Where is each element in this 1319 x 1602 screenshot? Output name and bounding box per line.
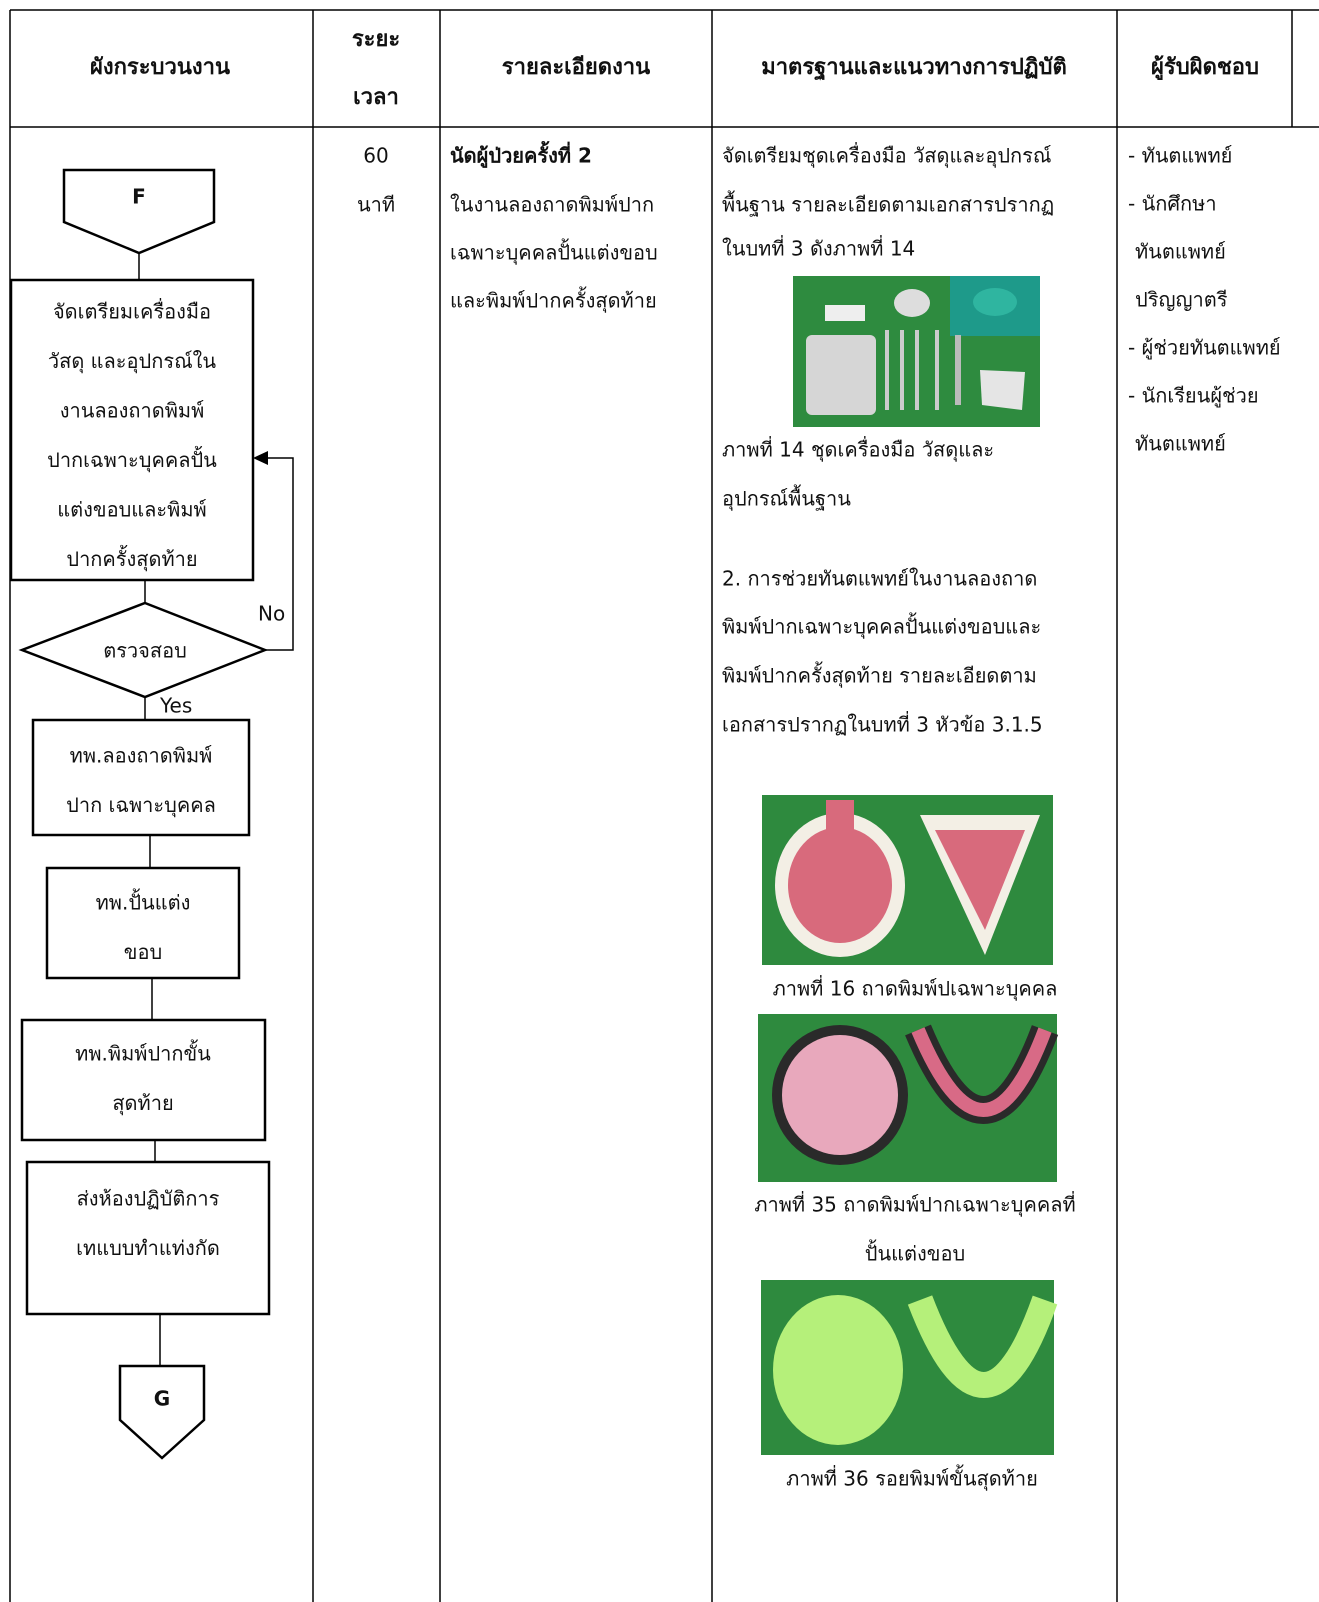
flow-step-text: งานลองถาดพิมพ์	[60, 399, 205, 423]
caption: อุปกรณ์พื้นฐาน	[722, 485, 851, 512]
details-line: และพิมพ์ปากครั้งสุดท้าย	[450, 287, 657, 314]
standards-line: จัดเตรียมชุดเครื่องมือ วัสดุและอุปกรณ์	[722, 142, 1051, 169]
standards-line: พื้นฐาน รายละเอียดตามเอกสารปรากฏ	[722, 191, 1054, 217]
flowchart	[9, 168, 294, 1460]
figure-trays	[762, 795, 1053, 965]
flow-end: G	[154, 1387, 170, 1411]
standards-line: ในบทที่ 3 ดังภาพที่ 14	[722, 235, 915, 261]
header: ผังกระบวนงาน	[90, 55, 230, 80]
flow-step-text: สุดท้าย	[112, 1091, 173, 1116]
responsible-list: - ทันตแพทย์- นักศึกษาทันตแพทย์ปริญญาตรี-…	[1128, 144, 1281, 456]
flow-step-text: ขอบ	[124, 940, 162, 964]
figure-border-molded	[758, 1014, 1059, 1182]
flow-start: F	[132, 185, 146, 209]
header: มาตรฐานและแนวทางการปฏิบัติ	[761, 55, 1067, 81]
flow-step-text: ปากเฉพาะบุคคลปั้น	[47, 446, 217, 473]
responsible-item: - ทันตแพทย์	[1128, 144, 1232, 168]
responsible-item: ปริญญาตรี	[1135, 288, 1228, 312]
table-grid	[9, 9, 1319, 1602]
caption: ภาพที่ 36 รอยพิมพ์ขั้นสุดท้าย	[786, 1465, 1038, 1492]
flow-steps: จัดเตรียมเครื่องมือวัสดุ และอุปกรณ์ในงาน…	[47, 298, 220, 1261]
caption: ภาพที่ 16 ถาดพิมพ์ปเฉพาะบุคคล	[773, 975, 1058, 1002]
header: ระยะ	[352, 27, 400, 52]
standards-line: พิมพ์ปากครั้งสุดท้าย รายละเอียดตาม	[722, 662, 1037, 689]
flow-step-text: ปากครั้งสุดท้าย	[66, 545, 197, 572]
flow-decision: ตรวจสอบ	[103, 639, 187, 663]
flow-yes: Yes	[159, 694, 192, 718]
caption: ปั้นแต่งขอบ	[865, 1240, 965, 1266]
header: รายละเอียดงาน	[502, 55, 650, 80]
flow-step-text: แต่งขอบและพิมพ์	[57, 498, 206, 522]
details-line: เฉพาะบุคคลปั้นแต่งขอบ	[450, 239, 658, 266]
responsible-item: ทันตแพทย์	[1135, 240, 1226, 264]
responsible-item: ทันตแพทย์	[1135, 432, 1226, 456]
figure-final-impression	[761, 1280, 1058, 1455]
flow-step-text: จัดเตรียมเครื่องมือ	[53, 298, 211, 324]
flow-step-text: ปาก เฉพาะบุคคล	[66, 793, 216, 818]
caption: ภาพที่ 35 ถาดพิมพ์ปากเฉพาะบุคคลที่	[754, 1191, 1075, 1218]
flow-no: No	[258, 602, 285, 626]
flow-step-text: ทพ.ลองถาดพิมพ์	[70, 744, 213, 768]
figure-instruments	[793, 276, 1040, 427]
flow-step-text: ทพ.พิมพ์ปากขั้น	[75, 1040, 211, 1066]
flow-step-text: เทแบบทำแท่งกัด	[76, 1236, 220, 1260]
responsible-item: - นักเรียนผู้ช่วย	[1128, 384, 1259, 409]
standards-line: พิมพ์ปากเฉพาะบุคคลปั้นแต่งขอบและ	[722, 613, 1041, 640]
standards-line: เอกสารปรากฏในบทที่ 3 หัวข้อ 3.1.5	[722, 711, 1043, 737]
flow-step-text: วัสดุ และอุปกรณ์ใน	[48, 349, 217, 374]
flow-step-text: ส่งห้องปฏิบัติการ	[77, 1187, 220, 1211]
standards-line: 2. การช่วยทันตแพทย์ในงานลองถาด	[722, 567, 1037, 591]
time: นาที	[357, 193, 395, 217]
header: เวลา	[353, 85, 399, 110]
details-line: ในงานลองถาดพิมพ์ปาก	[450, 193, 654, 217]
responsible-item: - นักศึกษา	[1128, 192, 1217, 216]
header: ผู้รับผิดชอบ	[1151, 55, 1259, 81]
details-title: นัดผู้ป่วยครั้งที่ 2	[450, 141, 592, 170]
responsible-item: - ผู้ช่วยทันตแพทย์	[1128, 336, 1281, 361]
time: 60	[363, 144, 388, 168]
flow-step-text: ทพ.ปั้นแต่ง	[96, 889, 191, 915]
caption: ภาพที่ 14 ชุดเครื่องมือ วัสดุและ	[722, 436, 994, 463]
